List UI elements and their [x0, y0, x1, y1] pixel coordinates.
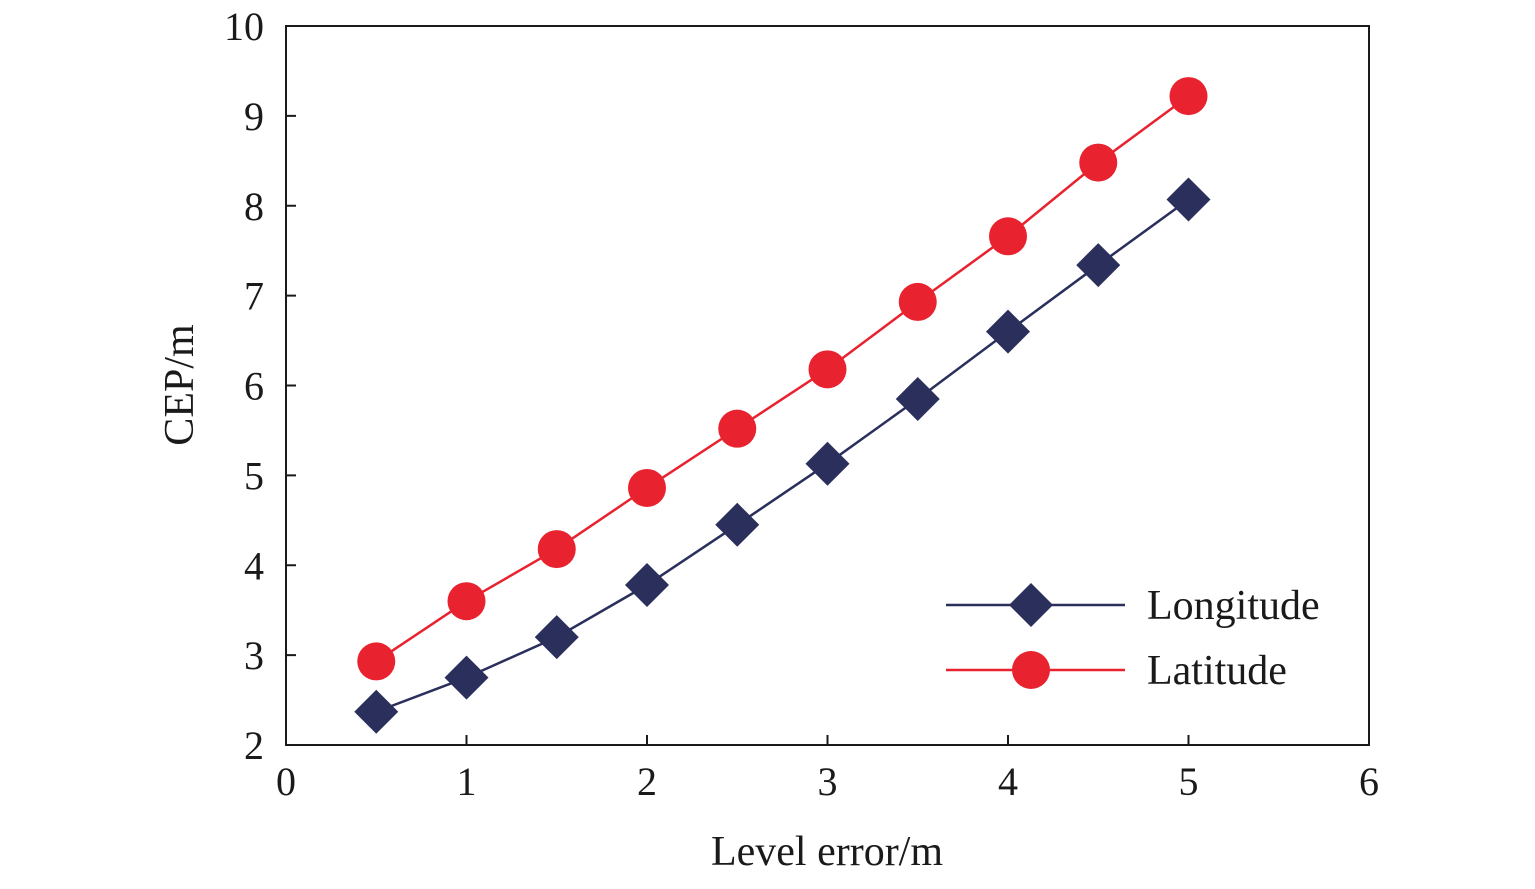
data-point-diamond: [986, 309, 1030, 354]
data-point-circle: [898, 282, 937, 321]
x-tick-label: 1: [457, 759, 477, 804]
axis-ticks: 0 1 2 3 4 5 6 2 3 4 5 6 7 8 9 10: [224, 4, 1379, 804]
data-point-circle: [537, 530, 576, 569]
data-point-circle: [718, 409, 757, 448]
data-point-circle: [628, 468, 666, 507]
data-point-circle: [989, 217, 1027, 256]
series-latitude: [357, 77, 1208, 681]
data-point-diamond: [625, 563, 669, 608]
y-tick-label: 5: [244, 453, 264, 498]
legend-item: Latitude: [946, 648, 1287, 694]
y-tick-label: 10: [224, 4, 264, 49]
data-point-diamond: [1076, 243, 1121, 288]
data-point-diamond: [805, 441, 850, 486]
y-tick-label: 6: [244, 364, 264, 409]
data-point-diamond: [715, 502, 760, 547]
data-point-circle: [808, 350, 847, 389]
y-tick-label: 2: [244, 723, 264, 768]
legend-label: Latitude: [1147, 648, 1287, 694]
series-longitude: [354, 177, 1211, 734]
data-point-circle: [447, 582, 486, 621]
data-point-circle: [1079, 143, 1118, 182]
series-line: [375, 198, 1190, 713]
y-tick-label: 9: [244, 94, 264, 139]
series-layer: [354, 77, 1211, 734]
y-tick-label: 8: [244, 184, 264, 229]
data-point-circle: [357, 642, 396, 681]
legend: Longitude Latitude: [946, 583, 1320, 694]
data-point-diamond: [444, 655, 489, 700]
legend-label: Longitude: [1147, 583, 1320, 629]
x-tick-label: 0: [276, 759, 296, 804]
data-point-diamond: [1166, 177, 1211, 222]
data-point-diamond: [354, 689, 399, 734]
x-tick-label: 2: [637, 759, 657, 804]
y-tick-label: 3: [244, 633, 264, 678]
data-point-diamond: [895, 376, 940, 421]
y-tick-label: 7: [244, 274, 264, 319]
data-point-circle: [1169, 77, 1208, 116]
x-axis-title: Level error/m: [711, 829, 943, 875]
x-tick-label: 5: [1179, 759, 1199, 804]
series-line: [375, 95, 1190, 663]
x-tick-label: 3: [818, 759, 838, 804]
legend-item: Longitude: [946, 583, 1320, 629]
data-point-diamond: [534, 615, 579, 660]
x-tick-label: 4: [998, 759, 1018, 804]
y-tick-label: 4: [244, 543, 264, 588]
data-point-diamond: [1009, 583, 1053, 627]
y-axis-title: CEP/m: [157, 324, 203, 446]
x-tick-label: 6: [1359, 759, 1379, 804]
data-point-circle: [1012, 651, 1050, 689]
